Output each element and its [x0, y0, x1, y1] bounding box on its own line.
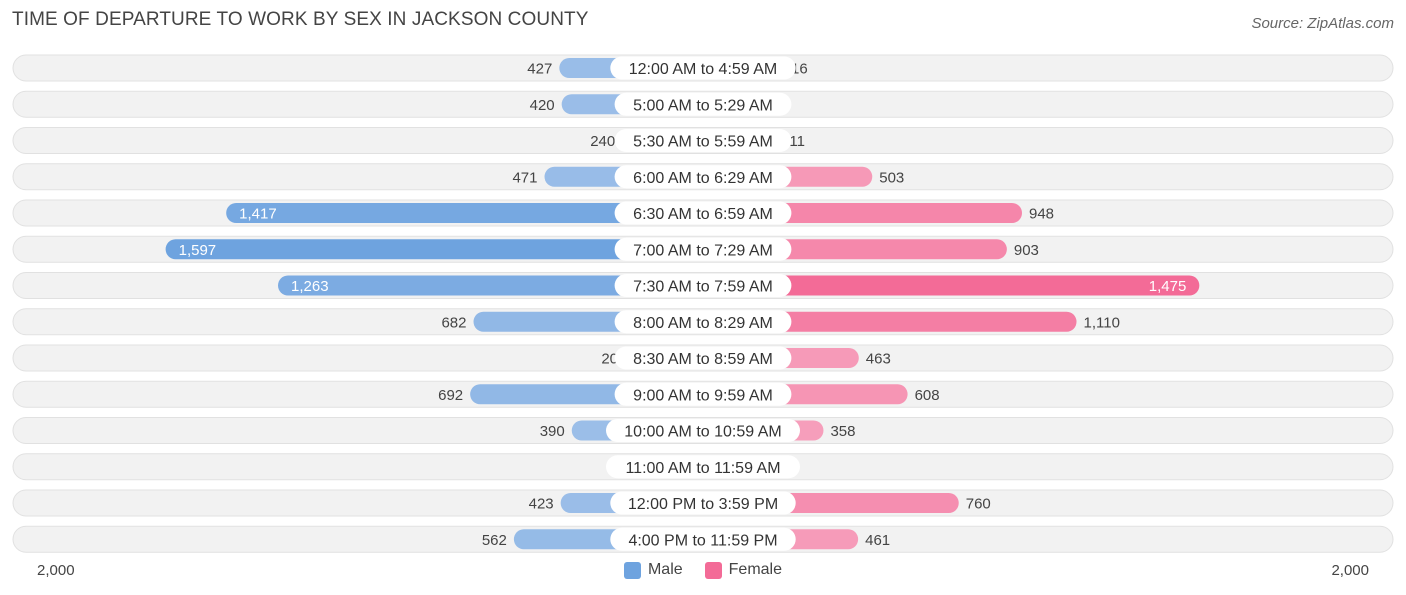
category-label-background [614, 129, 792, 152]
axis-left-label: 2,000 [37, 562, 75, 579]
male-value-label: 240 [590, 133, 615, 150]
category-label-background [614, 237, 792, 261]
category-label: 8:00 AM to 8:29 AM [633, 315, 773, 332]
female-value-label: 1,475 [1149, 278, 1187, 295]
male-value-label: 420 [530, 97, 555, 114]
category-label: 9:00 AM to 9:59 AM [633, 387, 773, 404]
male-value-label: 1,263 [291, 278, 329, 295]
legend: Male Female [0, 561, 1406, 579]
male-value-label: 1,597 [179, 242, 217, 259]
male-value-label: 562 [482, 532, 507, 549]
category-label: 12:00 AM to 4:59 AM [629, 61, 778, 78]
female-value-label: 461 [865, 532, 890, 549]
category-label: 7:30 AM to 7:59 AM [633, 279, 773, 296]
female-value-label: 503 [879, 169, 904, 186]
category-label-background [610, 527, 796, 551]
category-label: 5:30 AM to 5:59 AM [633, 134, 773, 151]
category-label-background [614, 310, 792, 334]
male-value-label: 471 [512, 169, 537, 186]
category-label-background [606, 419, 800, 442]
category-label: 5:00 AM to 5:29 AM [633, 97, 773, 114]
chart-title: TIME OF DEPARTURE TO WORK BY SEX IN JACK… [12, 9, 589, 30]
legend-item-male: Male [623, 561, 683, 579]
category-label: 6:30 AM to 6:59 AM [633, 206, 773, 223]
legend-label-female: Female [728, 561, 783, 578]
category-label-background [614, 201, 792, 225]
legend-item-female: Female [704, 561, 783, 579]
female-bar [703, 275, 1200, 296]
male-value-label: 682 [441, 314, 466, 331]
category-label-background [614, 382, 792, 406]
female-value-label: 463 [866, 351, 891, 368]
source-note: Source: ZipAtlas.com [1251, 15, 1394, 32]
male-value-label: 427 [527, 61, 552, 78]
male-value-label: 390 [540, 423, 565, 440]
category-label: 7:00 AM to 7:29 AM [633, 242, 773, 259]
female-value-label: 358 [830, 423, 855, 440]
female-value-label: 608 [915, 387, 940, 404]
category-label: 4:00 PM to 11:59 PM [628, 532, 777, 549]
female-value-label: 760 [966, 496, 991, 513]
category-label-background [610, 491, 796, 515]
female-value-label: 948 [1029, 206, 1054, 223]
male-value-label: 423 [529, 496, 554, 513]
category-label: 6:00 AM to 6:29 AM [633, 170, 773, 187]
category-label-background [614, 92, 792, 116]
male-value-label: 692 [438, 387, 463, 404]
female-bar [703, 311, 1077, 332]
axis-right-label: 2,000 [1331, 562, 1369, 579]
category-label: 11:00 AM to 11:59 AM [625, 460, 780, 477]
male-bar [278, 275, 703, 296]
male-bar [226, 203, 703, 223]
legend-label-male: Male [647, 561, 683, 578]
male-value-label: 1,417 [239, 206, 277, 223]
legend-swatch-male [623, 561, 641, 579]
category-label-background [614, 346, 792, 370]
legend-swatch-female [704, 561, 722, 579]
category-label-background [614, 165, 792, 189]
category-label-background [610, 56, 796, 80]
male-bar [165, 239, 703, 260]
category-label-background [606, 455, 800, 479]
female-value-label: 1,110 [1084, 314, 1120, 331]
female-value-label: 903 [1014, 242, 1039, 259]
category-label: 8:30 AM to 8:59 AM [633, 351, 773, 368]
category-label: 10:00 AM to 10:59 AM [624, 424, 781, 441]
category-label-background [614, 274, 792, 297]
category-label: 12:00 PM to 3:59 PM [628, 496, 778, 513]
